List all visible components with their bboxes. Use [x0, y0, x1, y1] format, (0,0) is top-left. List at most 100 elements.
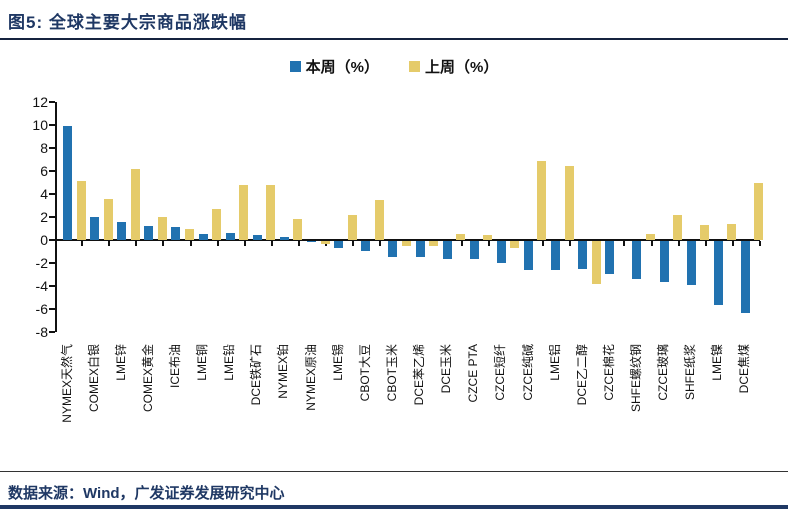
legend-item-last-week: 上周（%） [409, 56, 498, 77]
y-axis-tick [49, 170, 55, 172]
bar-last-week [212, 208, 222, 240]
bar-last-week [347, 214, 357, 240]
x-axis-tick [379, 241, 382, 246]
y-axis-tick-label: -8 [35, 324, 48, 340]
x-axis-label: LME锌 [113, 344, 128, 381]
bar-this-week [740, 241, 750, 314]
x-axis-label: LME铅 [222, 344, 237, 381]
x-axis-label: CZCE玻璃 [656, 344, 671, 401]
bar-last-week [591, 241, 601, 284]
bar-last-week [130, 168, 140, 240]
x-axis-tick [108, 241, 111, 246]
bar-last-week [429, 241, 438, 246]
bar-this-week [713, 241, 723, 306]
y-axis-tick-label: 0 [40, 232, 48, 248]
x-axis-label: NYMEX天然气 [59, 344, 74, 423]
x-axis-label: COMEX白银 [86, 344, 101, 413]
bar-this-week [307, 241, 317, 243]
bar-this-week [334, 241, 344, 248]
bar-this-week [388, 241, 398, 258]
bar-this-week [659, 241, 669, 283]
x-axis-tick [542, 241, 545, 246]
x-axis-label: CZCE棉花 [601, 344, 616, 401]
legend-swatch-this-week-icon [289, 61, 301, 72]
x-axis-tick [298, 241, 301, 246]
legend-label-this-week: 本周（%） [305, 59, 379, 76]
bar-last-week [673, 214, 683, 240]
bar-this-week [279, 236, 289, 240]
chart-legend: 本周（%） 上周（%） [0, 56, 788, 77]
y-axis-tick [49, 124, 55, 126]
y-axis-line [55, 102, 57, 332]
bar-last-week [103, 198, 113, 240]
y-axis-tick-label: -2 [35, 255, 48, 271]
bar-this-week [361, 241, 371, 252]
x-axis-tick [487, 241, 490, 246]
bar-last-week [645, 234, 655, 240]
y-axis-tick-label: 4 [40, 186, 48, 202]
y-axis-tick [49, 331, 55, 333]
x-axis-label: DCE苯乙烯 [412, 344, 427, 406]
bar-last-week [456, 234, 466, 240]
x-axis-tick [135, 241, 138, 246]
bar-last-week [754, 182, 764, 240]
x-axis-tick [731, 241, 734, 246]
bar-last-week [537, 160, 547, 240]
x-axis-label: NYMEX铂 [276, 344, 291, 399]
bar-last-week [266, 184, 276, 240]
bar-this-week [469, 241, 479, 260]
bar-this-week [415, 241, 425, 258]
y-axis-tick [49, 216, 55, 218]
bar-this-week [144, 226, 154, 240]
bar-this-week [578, 241, 588, 269]
x-axis-label: DCE玉米 [439, 344, 454, 394]
x-axis-tick [759, 241, 761, 246]
bar-this-week [523, 241, 533, 270]
x-axis-tick [216, 241, 219, 246]
bar-last-week [401, 241, 411, 246]
y-axis-tick [49, 239, 55, 241]
x-axis-zero-line [55, 239, 760, 241]
x-axis-label: CZCE短纤 [493, 344, 508, 401]
x-axis-label: DCE焦煤 [737, 344, 752, 394]
x-axis-tick [704, 241, 707, 246]
bar-this-week [632, 241, 642, 279]
x-axis-tick [243, 241, 246, 246]
figure-title: 图5: 全球主要大宗商品涨跌幅 [8, 13, 247, 32]
bar-this-week [252, 235, 262, 240]
bar-last-week [293, 219, 303, 240]
bar-this-week [442, 241, 452, 260]
x-axis-label: DCE铁矿石 [249, 344, 264, 406]
x-axis-label: LME铝 [547, 344, 562, 381]
x-axis-tick [162, 241, 165, 246]
bar-last-week [184, 228, 194, 240]
x-axis-label: LME锡 [330, 344, 345, 381]
x-axis-label: LME铜 [195, 344, 210, 381]
bar-last-week [700, 225, 710, 240]
x-axis-tick [81, 241, 84, 246]
y-axis-tick [49, 101, 55, 103]
x-axis-tick [569, 241, 572, 246]
y-axis-tick [49, 285, 55, 287]
y-axis-tick-label: 8 [40, 140, 48, 156]
bar-last-week [564, 166, 574, 240]
x-axis-label: CZCE PTA [466, 344, 481, 403]
x-axis-label: CBOT玉米 [384, 344, 399, 402]
title-divider [0, 38, 788, 40]
x-axis-label: LME镍 [710, 344, 725, 381]
y-axis-tick-label: -6 [35, 301, 48, 317]
bar-this-week [225, 233, 235, 240]
x-axis-label: SHFE纸浆 [683, 344, 698, 401]
x-axis-label: NYMEX原油 [303, 344, 318, 411]
x-axis-label: COMEX黄金 [140, 344, 155, 413]
y-axis-tick-label: -4 [35, 278, 48, 294]
data-source-note: 数据来源：Wind，广发证券发展研究中心 [8, 485, 285, 502]
x-axis-tick [189, 241, 192, 246]
bar-this-week [198, 234, 208, 240]
y-axis-tick-label: 2 [40, 209, 48, 225]
x-axis-tick [623, 241, 626, 246]
bar-this-week [63, 126, 72, 240]
x-axis-tick [650, 241, 653, 246]
